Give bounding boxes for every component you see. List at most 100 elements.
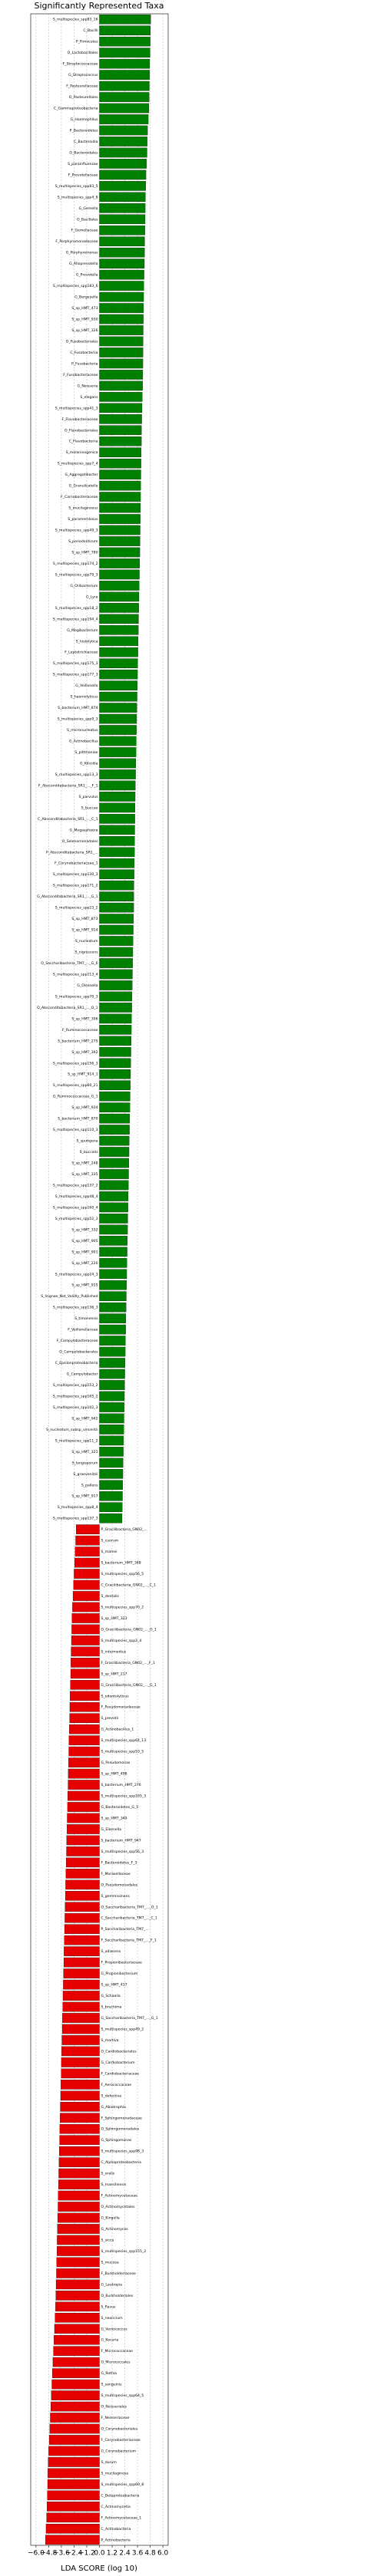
- bar-label: S_adiacens: [101, 1949, 121, 1954]
- bar-label: O_Micrococcales: [101, 2360, 131, 2365]
- bar-label: G_Olsenella: [77, 983, 98, 988]
- bar: [99, 1080, 131, 1091]
- bar-label: S_pallens: [81, 1483, 98, 1487]
- bar-label: O_Absconditabacteria_SR1_..._O_1: [37, 1006, 98, 1010]
- bar: [99, 392, 143, 402]
- bar-label: F_Cardiobacteriaceae: [101, 2071, 140, 2076]
- bar: [99, 713, 137, 724]
- bar-label: S_nucleatum_subsp_vincentii: [46, 1428, 98, 1432]
- bar: [99, 1202, 128, 1213]
- bar: [67, 1802, 100, 1812]
- bar: [56, 2246, 100, 2256]
- bar: [99, 1402, 124, 1412]
- bar-label: F_Micrococcaceae: [101, 2349, 134, 2354]
- bar-label: S_multispecies_spp8_4: [58, 1505, 98, 1510]
- bar-label: F_Gemellaceae: [71, 229, 98, 233]
- bar: [70, 1668, 100, 1679]
- bar: [99, 103, 150, 114]
- bar-label: G_Lyra: [86, 595, 98, 599]
- bar: [99, 492, 141, 502]
- bar: [99, 1313, 127, 1323]
- chart-title: Significantly Represented Taxa: [35, 1, 164, 11]
- bar: [63, 1979, 100, 1990]
- bar-label: G_Neisseria: [78, 384, 98, 388]
- bar: [99, 1169, 129, 1179]
- bar: [99, 1013, 132, 1024]
- bar-label: S_multispecies_spp18_2: [55, 606, 98, 611]
- bar: [59, 2146, 100, 2156]
- bar-label: O_Fusobacteriales: [66, 339, 98, 344]
- bar-label: F_Aerococcaceae: [101, 2083, 132, 2087]
- bar: [99, 447, 142, 458]
- bar: [99, 70, 150, 80]
- bar-label: S_mucosa: [101, 2260, 119, 2265]
- bar: [99, 1425, 124, 1435]
- bar: [62, 2001, 100, 2012]
- bar: [99, 1180, 129, 1191]
- bar-label: P_Bacteroidetes: [70, 128, 98, 133]
- bar: [61, 2057, 100, 2067]
- bar-label: G_Veniococcus: [101, 2327, 128, 2331]
- bar: [99, 914, 134, 924]
- bar: [99, 225, 145, 236]
- bar-label: S_parvulus: [78, 795, 98, 799]
- bar-label: S_micronucleatus: [67, 728, 98, 733]
- bar: [99, 358, 144, 369]
- bar: [99, 1369, 125, 1379]
- bar: [99, 413, 142, 424]
- bar: [99, 736, 137, 746]
- bar: [47, 2479, 100, 2489]
- bar: [55, 2279, 100, 2290]
- bar: [64, 1912, 100, 1923]
- bar-label: F_Flavobacteriaceae: [61, 417, 98, 422]
- bar-label: S_sp_HMT_914_1: [68, 1072, 98, 1077]
- bar: [99, 1302, 127, 1313]
- bar: [99, 1135, 130, 1146]
- bar: [99, 958, 133, 968]
- bar-label: S_multispecies_spp60_21: [53, 1083, 98, 1088]
- bar-label: G_Kocuria: [101, 2338, 119, 2343]
- bar: [99, 1091, 131, 1102]
- bar: [52, 2368, 100, 2378]
- bar: [99, 81, 150, 91]
- bar: [99, 703, 137, 713]
- bar-label: F_Actinomycetaceae_1: [101, 2515, 142, 2520]
- bar: [99, 880, 134, 891]
- bar: [71, 1658, 100, 1668]
- bar-label: F_Ruminococcaceae: [62, 1028, 98, 1033]
- bar: [59, 2123, 100, 2134]
- bar: [99, 469, 141, 479]
- bar: [68, 1790, 100, 1801]
- bar: [99, 292, 144, 302]
- bar: [99, 924, 134, 935]
- bar: [99, 1413, 124, 1424]
- bar-label: S_sp_HMT_780: [71, 550, 98, 555]
- bar-label: O_Pseudomonadales: [101, 1883, 138, 1887]
- bar: [99, 14, 151, 25]
- bar: [47, 2502, 100, 2512]
- bar: [99, 436, 142, 446]
- bar-label: S_sp_HMT_917: [71, 1494, 98, 1499]
- bar: [73, 1580, 100, 1590]
- bar: [62, 1991, 100, 2001]
- bar-label: F_Sphingomonadaceae: [101, 2116, 143, 2120]
- bar-label: S_multispecies_spp13_3: [55, 772, 98, 777]
- bar-label: G_Lautropia: [101, 2282, 123, 2287]
- bar-label: S_multispecies_spp110_3: [53, 1128, 98, 1132]
- bar-label: G_Granulicatella: [69, 484, 98, 489]
- bar: [99, 636, 139, 647]
- bar: [99, 48, 150, 58]
- bar-label: G_Ruminococcaceae_G_1: [53, 1095, 98, 1099]
- bar: [99, 725, 137, 735]
- bar: [45, 2523, 100, 2534]
- bar-label: S_multispecies_spp194_4: [53, 617, 98, 621]
- bar-label: O_Gracilibacteria_GN02_..._O_1: [101, 1627, 157, 1632]
- bar: [99, 869, 134, 880]
- bar-label: S_multispecies_spp52_3: [55, 1217, 98, 1221]
- bar: [99, 780, 136, 791]
- bar-label: G_Megasphaera: [70, 828, 98, 832]
- bar: [99, 236, 145, 247]
- bar: [99, 581, 140, 591]
- bar-label: S_multispecies_spp156_3: [53, 1061, 98, 1066]
- bar-label: S_bacterium_HMT_947: [101, 1838, 141, 1843]
